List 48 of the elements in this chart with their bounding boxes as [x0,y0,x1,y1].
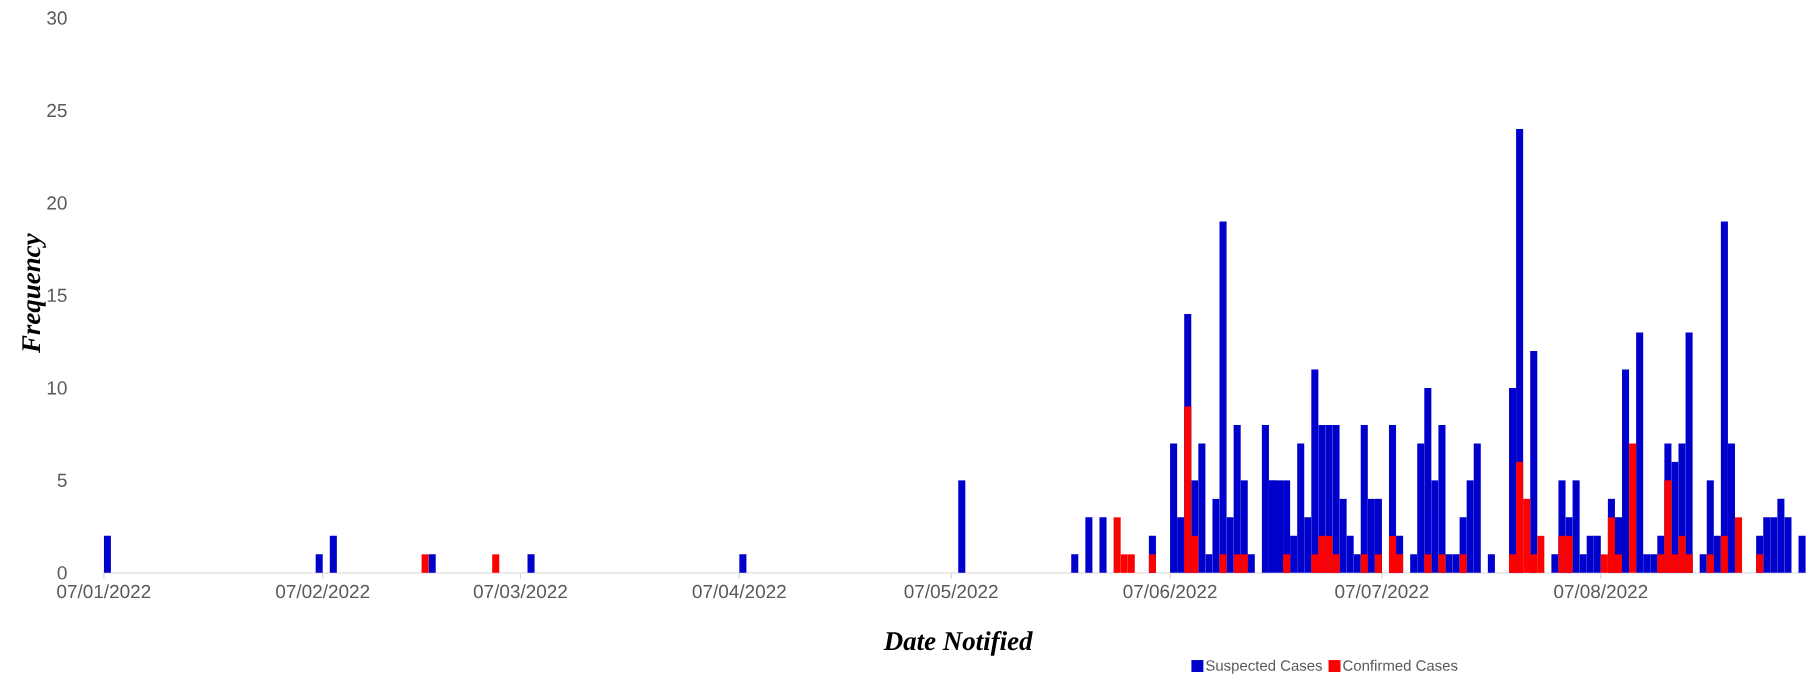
bar [492,554,500,573]
bar [1720,535,1728,573]
y-tick-label: 10 [47,381,67,395]
x-axis-title: Date Notified [883,630,1033,656]
bar [428,554,436,573]
bar [958,480,966,573]
bar [1706,554,1714,573]
x-tick-label: 07/05/2022 [904,584,998,599]
bar [1487,554,1495,573]
bar [1629,443,1637,573]
x-tick-label: 07/08/2022 [1554,584,1648,599]
x-tick-label: 07/02/2022 [276,584,370,599]
y-tick-label: 30 [47,11,67,25]
bar [1459,554,1467,573]
bar [1551,554,1559,573]
bar [1438,554,1446,573]
x-tick-label: 07/04/2022 [692,584,786,599]
y-tick-label: 25 [47,103,67,118]
y-tick-label: 0 [57,566,67,580]
bar [1085,517,1093,573]
y-axis-title: Frequency [22,233,46,354]
x-tick-label: 07/03/2022 [473,584,567,599]
y-tick-label: 15 [47,288,67,303]
legend-label: Suspected Cases [1206,659,1322,674]
bar [1756,554,1764,573]
bar [421,554,429,573]
x-tick-label: 07/06/2022 [1123,584,1217,599]
bar [1360,554,1368,573]
y-tick-label: 20 [47,196,67,210]
bar [329,535,337,573]
legend-label: Confirmed Cases [1343,659,1458,671]
bar [739,554,747,573]
bar [1247,554,1255,573]
x-tick-label: 07/01/2022 [57,584,151,599]
bar [103,535,111,573]
bar [315,554,323,573]
bar [527,554,535,573]
bar [1283,554,1291,573]
x-tick-label: 07/07/2022 [1335,584,1429,599]
bar [1734,517,1743,573]
bar [1219,554,1227,573]
bar [1699,554,1707,573]
bar [1071,554,1079,573]
bar [1424,554,1432,573]
bar [1374,554,1382,573]
bar [1099,517,1107,573]
y-tick-label: 5 [57,473,67,488]
bar [1148,554,1156,573]
